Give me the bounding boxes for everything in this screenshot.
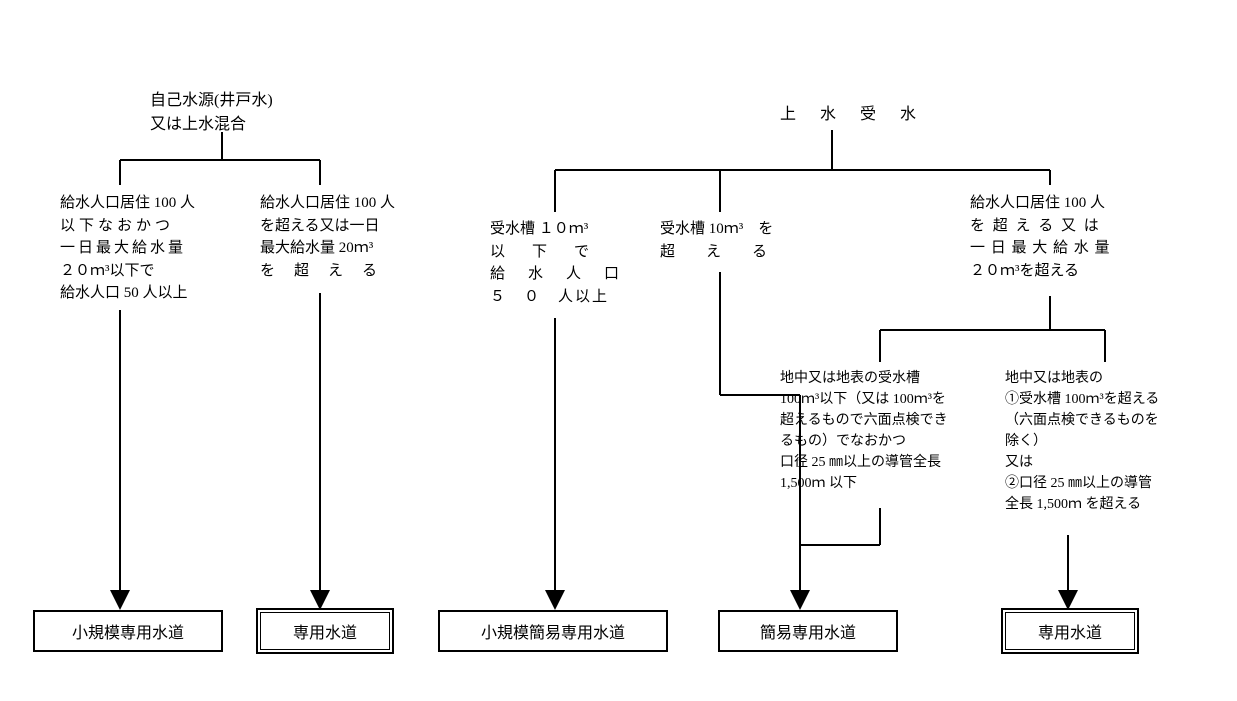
terminal-t4: 簡易専用水道 — [718, 610, 898, 652]
node-n3: 受水槽 １０ｍ³ 以 下 で 給 水 人 口 ５ ０ 人以上 — [490, 218, 630, 308]
node-n4: 受水槽 10ｍ³ を 超 え る — [660, 218, 810, 263]
node-n5: 給水人口居住 100 人 を 超 え る 又 は 一 日 最 大 給 水 量 ２… — [970, 192, 1140, 282]
node-n2: 給水人口居住 100 人 を超える又は一日 最大給水量 20ｍ³ を 超 え る — [260, 192, 420, 282]
terminal-t2: 専用水道 — [260, 612, 390, 650]
terminal-t1: 小規模専用水道 — [33, 610, 223, 652]
node-n6: 地中又は地表の受水槽 100ｍ³以下（又は 100ｍ³を 超えるもので六面点検で… — [780, 368, 980, 494]
terminal-t3: 小規模簡易専用水道 — [438, 610, 668, 652]
root-right: 上 水 受 水 — [780, 100, 920, 124]
node-n1: 給水人口居住 100 人 以下なおかつ 一日最大給水量 ２０ｍ³以下で 給水人口… — [60, 192, 220, 305]
terminal-t5: 専用水道 — [1005, 612, 1135, 650]
node-n7: 地中又は地表の ①受水槽 100ｍ³を超える （六面点検できるものを 除く） 又… — [1005, 368, 1205, 515]
root-left: 自己水源(井戸水) 又は上水混合 — [150, 86, 273, 134]
